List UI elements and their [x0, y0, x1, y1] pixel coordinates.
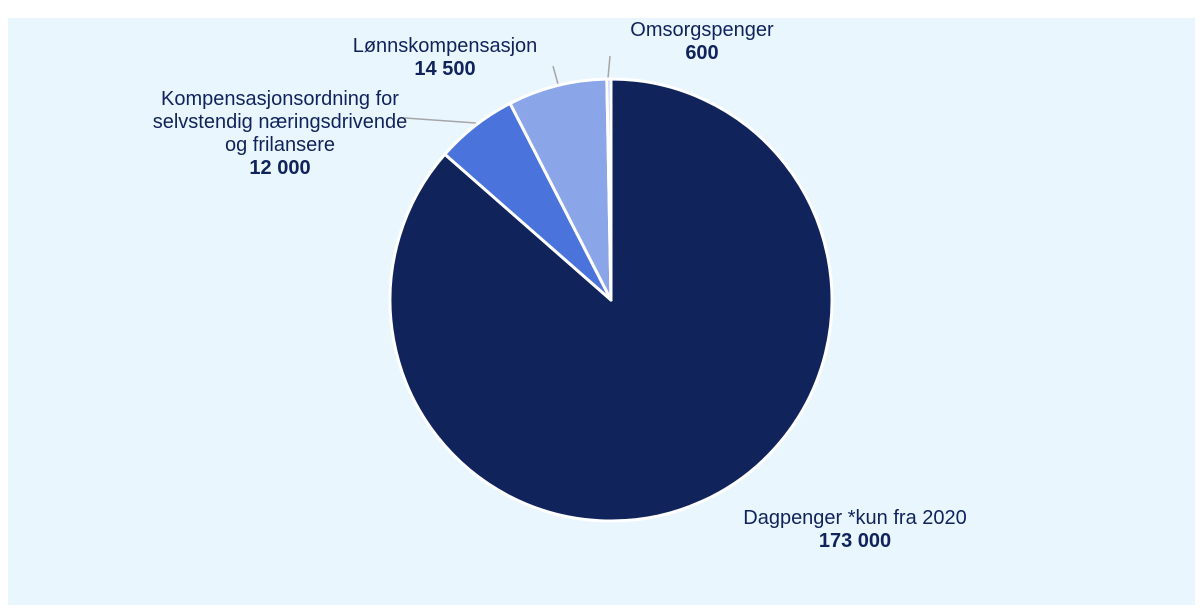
- slice-label: Omsorgspenger 600: [592, 19, 812, 65]
- leader-line: [552, 65, 559, 85]
- category-label: Dagpenger *kun fra 2020: [743, 507, 967, 529]
- value-label: 600: [685, 42, 719, 64]
- slice-label: Lønnskompensasjon 14 500: [315, 35, 575, 81]
- leader-line: [404, 117, 477, 124]
- category-label: Omsorgspenger: [630, 19, 774, 41]
- value-label: 14 500: [414, 58, 476, 80]
- slice-label: Dagpenger *kun fra 2020 173 000: [675, 507, 1035, 553]
- value-label: 12 000: [249, 157, 311, 179]
- pie-slice: [605, 77, 613, 302]
- category-label: Kompensasjonsordning for selvstendig nær…: [152, 88, 408, 156]
- pie-slice: [508, 77, 613, 302]
- slice-label: Kompensasjonsordning for selvstendig nær…: [140, 88, 420, 180]
- category-label: Lønnskompensasjon: [352, 35, 538, 57]
- value-label: 173 000: [818, 530, 892, 552]
- leader-line: [607, 55, 611, 79]
